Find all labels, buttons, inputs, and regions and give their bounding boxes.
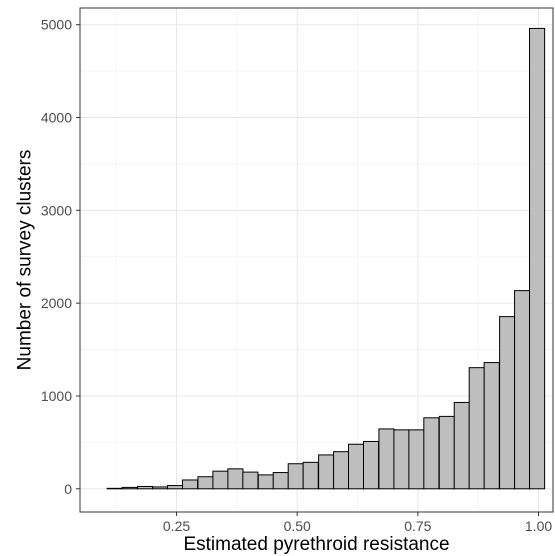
histogram-bar bbox=[333, 451, 350, 490]
histogram-bar bbox=[318, 454, 335, 490]
histogram-bar bbox=[438, 415, 455, 490]
y-tick-label: 3000 bbox=[41, 202, 72, 218]
histogram-bar bbox=[181, 479, 199, 490]
y-tick-label: 1000 bbox=[41, 388, 72, 404]
histogram-bar bbox=[287, 463, 304, 490]
histogram-bar bbox=[348, 443, 365, 490]
histogram-bar bbox=[408, 429, 425, 490]
x-axis-ticks: 0.25 0.50 0.75 1.00 bbox=[163, 512, 552, 534]
histogram-bar bbox=[362, 440, 380, 490]
y-tick-label: 4000 bbox=[41, 110, 72, 126]
grid-lines bbox=[80, 8, 553, 512]
x-tick-label: 1.00 bbox=[525, 518, 552, 534]
histogram-bar bbox=[393, 429, 410, 490]
histogram-bar bbox=[197, 476, 214, 490]
histogram-bar bbox=[167, 485, 184, 490]
histogram-bar bbox=[499, 316, 516, 490]
y-tick-label: 5000 bbox=[41, 17, 72, 33]
plot-border bbox=[79, 7, 554, 513]
histogram-bar bbox=[514, 290, 531, 490]
histogram-bar bbox=[453, 401, 470, 490]
x-tick-label: 0.25 bbox=[163, 518, 190, 534]
y-tick-label: 0 bbox=[64, 481, 72, 497]
y-tick-label: 2000 bbox=[41, 295, 72, 311]
histogram-bar bbox=[257, 474, 274, 490]
x-axis-title: Estimated pyrethroid resistance bbox=[183, 534, 449, 555]
histogram-bar bbox=[121, 486, 138, 490]
histogram-bar bbox=[137, 485, 154, 490]
histogram-bar bbox=[272, 472, 289, 490]
histogram-bar bbox=[483, 362, 500, 490]
histogram-bars bbox=[106, 27, 546, 490]
histogram-bar bbox=[212, 470, 229, 490]
histogram-bar bbox=[378, 428, 395, 490]
histogram-bar bbox=[468, 367, 485, 490]
y-axis-title: Number of survey clusters bbox=[15, 150, 36, 371]
y-axis-ticks: 0 1000 2000 3000 4000 5000 bbox=[41, 17, 80, 497]
histogram-bar bbox=[152, 486, 169, 490]
histogram-bar bbox=[227, 468, 244, 490]
histogram-bar bbox=[302, 461, 319, 490]
histogram-bar bbox=[529, 27, 546, 490]
histogram-bar bbox=[423, 417, 440, 490]
x-tick-label: 0.50 bbox=[284, 518, 311, 534]
x-tick-label: 0.75 bbox=[404, 518, 431, 534]
histogram-bar bbox=[242, 471, 259, 490]
